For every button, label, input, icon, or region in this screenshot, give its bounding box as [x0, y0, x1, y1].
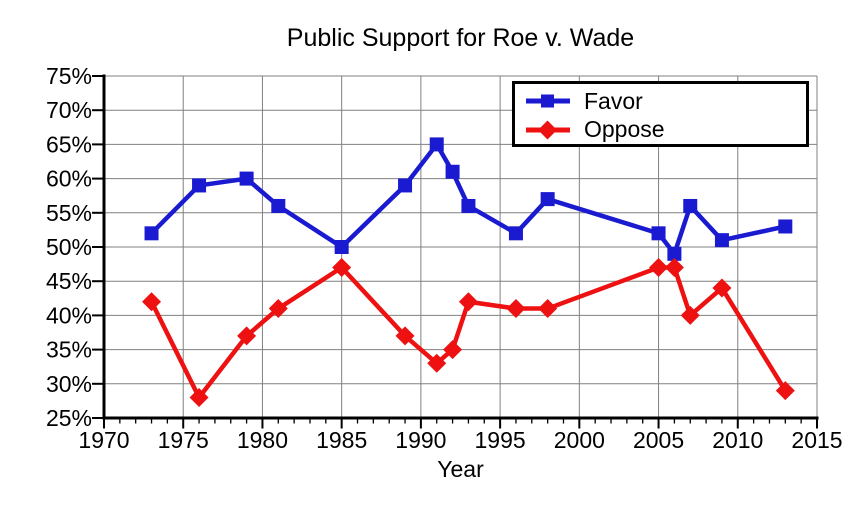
legend-item-favor: Favor	[524, 87, 806, 115]
y-tick-label: 65%	[46, 131, 92, 157]
oppose-data-point-marker	[189, 387, 209, 407]
legend-item-oppose: Oppose	[524, 116, 806, 144]
y-tick-label: 25%	[46, 405, 92, 431]
chart-title: Public Support for Roe v. Wade	[286, 24, 635, 52]
favor-data-point-marker	[461, 198, 476, 213]
y-tick-label: 60%	[46, 166, 92, 192]
x-tick-label: 2015	[791, 427, 842, 453]
oppose-data-point-marker	[712, 278, 732, 298]
oppose-data-point-marker	[458, 292, 478, 312]
oppose-data-point-marker	[332, 258, 352, 278]
favor-data-point-marker	[540, 192, 555, 207]
favor-data-point-marker	[683, 198, 698, 213]
oppose-marker-icon	[524, 117, 572, 143]
x-axis-label: Year	[437, 456, 484, 482]
y-tick-label: 35%	[46, 337, 92, 363]
legend-label-oppose: Oppose	[584, 116, 665, 143]
favor-data-point-marker	[144, 226, 159, 241]
y-tick-label: 45%	[46, 268, 92, 294]
favor-data-point-marker	[429, 137, 444, 152]
x-tick-label: 2005	[633, 427, 684, 453]
oppose-data-point-marker	[538, 299, 558, 319]
favor-data-point-marker	[651, 226, 666, 241]
x-tick-label: 1975	[158, 427, 209, 453]
oppose-data-point-marker	[506, 299, 526, 319]
favor-data-point-marker	[667, 246, 682, 261]
legend-label-favor: Favor	[584, 87, 643, 114]
oppose-data-point-marker	[775, 381, 795, 401]
oppose-data-point-marker	[664, 258, 684, 278]
y-tick-label: 50%	[46, 234, 92, 260]
favor-line	[149, 140, 788, 259]
x-tick-label: 1985	[316, 427, 367, 453]
favor-marker-icon	[524, 88, 572, 114]
oppose-line	[149, 264, 788, 402]
x-tick-label: 1980	[237, 427, 288, 453]
legend: Favor Oppose	[512, 81, 809, 147]
oppose-data-point-marker	[268, 299, 288, 319]
x-tick-label: 1970	[78, 427, 129, 453]
oppose-legend-marker	[538, 120, 557, 140]
y-tick-label: 30%	[46, 371, 92, 397]
y-tick-label: 55%	[46, 200, 92, 226]
favor-data-point-marker	[239, 171, 254, 186]
oppose-data-point-marker	[649, 258, 669, 278]
favor-data-point-marker	[445, 164, 460, 179]
favor-legend-marker	[541, 94, 554, 108]
favor-data-point-marker	[714, 233, 729, 248]
x-tick-label: 1990	[395, 427, 446, 453]
favor-legend-swatch	[526, 94, 570, 108]
oppose-legend-swatch	[526, 120, 570, 140]
oppose-data-point-marker	[680, 305, 700, 325]
y-tick-label: 70%	[46, 97, 92, 123]
x-tick-label: 1995	[475, 427, 526, 453]
favor-data-point-marker	[192, 178, 207, 193]
oppose-data-point-marker	[427, 353, 447, 373]
favor-data-point-marker	[398, 178, 413, 193]
x-tick-label: 2010	[712, 427, 763, 453]
favor-data-point-marker	[271, 198, 286, 213]
y-tick-label: 40%	[46, 302, 92, 328]
favor-data-point-marker	[334, 240, 349, 254]
oppose-data-point-marker	[237, 326, 257, 346]
oppose-data-point-marker	[142, 292, 162, 312]
x-tick-label: 2000	[554, 427, 605, 453]
oppose-data-point-marker	[395, 326, 415, 346]
y-tick-label: 75%	[46, 63, 92, 89]
oppose-data-point-marker	[443, 340, 463, 360]
favor-data-point-marker	[778, 219, 793, 234]
favor-data-point-marker	[508, 226, 523, 241]
